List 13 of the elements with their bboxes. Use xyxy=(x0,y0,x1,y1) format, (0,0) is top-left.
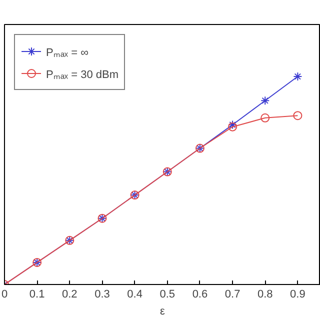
x-tick-label: 0.4 xyxy=(127,288,142,300)
x-tick-label: 0.6 xyxy=(192,288,208,300)
x-tick-label: 0.5 xyxy=(160,288,176,300)
x-tick-label: 0 xyxy=(1,288,8,300)
legend-label: Pₘₐₓ = 30 dBm xyxy=(46,68,118,80)
x-tick-label: 0.7 xyxy=(224,288,240,300)
x-tick-label: 0.2 xyxy=(62,288,78,300)
legend-label: Pₘₐₓ = ∞ xyxy=(46,46,88,58)
x-tick-label: 0.3 xyxy=(94,288,110,300)
x-tick-label: 0.1 xyxy=(29,288,45,300)
x-tick-label: 0.9 xyxy=(290,288,306,300)
x-axis-title: ε xyxy=(160,306,166,318)
x-tick-label: 0.8 xyxy=(257,288,273,300)
